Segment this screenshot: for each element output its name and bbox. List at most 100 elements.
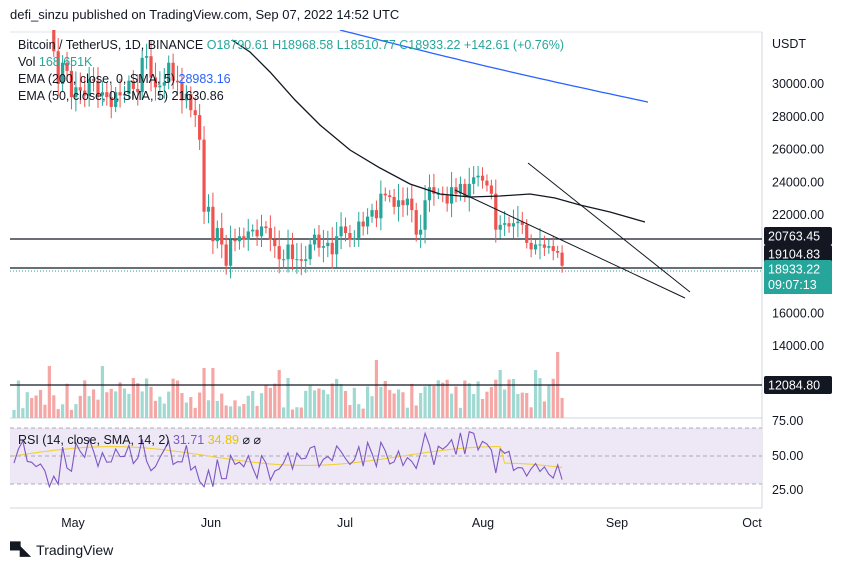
price-chart[interactable]: USDT 30000.00 28000.00 26000.00 24000.00 2200… — [0, 30, 860, 540]
volume-bar — [12, 410, 16, 418]
volume-bar — [295, 407, 299, 418]
candle-body — [445, 195, 449, 204]
candle-body — [379, 193, 383, 219]
candle-body — [503, 223, 507, 225]
candle-body — [136, 88, 140, 93]
tradingview-brand[interactable]: ▀◣ TradingView — [10, 541, 113, 559]
candle-body — [392, 196, 396, 207]
volume-bar — [299, 407, 303, 418]
candle-body — [105, 92, 109, 98]
candle-body — [520, 221, 524, 225]
volume-bar — [38, 389, 43, 418]
candle-body — [396, 200, 401, 207]
volume-bar — [366, 386, 370, 418]
volume-bar — [198, 392, 202, 418]
candle-body — [74, 87, 78, 98]
price-tick-label: 26000.00 — [772, 143, 824, 157]
volume-bar — [507, 379, 511, 418]
candle-body — [339, 226, 343, 237]
candle-body — [476, 175, 480, 178]
legend-ema50-label: EMA (50, close, 0, SMA, 5) — [18, 89, 169, 103]
legend-rsi-extra: ⌀ ⌀ — [242, 433, 261, 447]
volume-bar — [184, 402, 188, 418]
candle-body — [193, 110, 197, 116]
legend-volume: Vol 168.651K — [18, 55, 92, 69]
candle-body — [122, 93, 127, 96]
volume-bar — [100, 366, 104, 418]
volume-bar — [153, 400, 158, 418]
candle-body — [533, 244, 538, 250]
brand-text: TradingView — [36, 542, 114, 558]
legend-ema200-value: 28983.16 — [178, 72, 231, 86]
candle-body — [255, 229, 259, 237]
legend-ohlc-values: O18790.61 H18968.58 L18510.77 C18933.22 … — [206, 38, 564, 52]
candle-body — [96, 80, 100, 96]
candle-body — [206, 206, 211, 212]
volume-bar — [96, 399, 100, 418]
volume-bar — [211, 368, 215, 418]
volume-bar — [348, 405, 352, 418]
candle-body — [198, 115, 202, 140]
volume-bar — [268, 387, 272, 418]
candle-body — [158, 85, 162, 88]
volume-bar — [202, 368, 206, 418]
volume-bar — [525, 392, 529, 418]
candle-body — [83, 90, 87, 96]
volume-bar — [56, 409, 60, 418]
candle-body — [529, 242, 533, 250]
legend-ema50-value: 21630.86 — [171, 89, 224, 103]
legend-ohlc: Bitcoin / TetherUS, 1D, BINANCE O18790.6… — [18, 38, 564, 52]
rsi-tick-label: 50.00 — [772, 449, 803, 463]
legend-rsi: RSI (14, close, SMA, 14, 2) 31.71 34.89 … — [18, 432, 261, 447]
candle-body — [228, 239, 233, 266]
legend-ema200: EMA (200, close, 0, SMA, 5) 28983.16 — [18, 72, 231, 86]
volume-bar — [330, 383, 334, 418]
month-label: Jul — [337, 516, 353, 530]
candle-body — [405, 198, 409, 206]
legend-symbol: Bitcoin / TetherUS, 1D, BINANCE — [18, 38, 204, 52]
volume-bar — [136, 383, 140, 418]
candle-body — [423, 200, 427, 230]
volume-bar — [233, 400, 237, 418]
price-tag-current-bg — [764, 260, 832, 278]
volume-bar — [290, 409, 295, 418]
price-tag-19104: 19104.83 — [768, 248, 820, 262]
volume-bar — [321, 389, 325, 418]
candle-body — [114, 92, 118, 107]
volume-bar — [273, 383, 277, 418]
volume-bar — [454, 386, 458, 418]
candle-body — [330, 242, 334, 255]
volume-bar — [282, 407, 286, 418]
volume-bar — [25, 392, 29, 418]
publisher-line: defi_sinzu published on TradingView.com,… — [10, 7, 400, 22]
volume-bar — [114, 391, 118, 418]
volume-bar — [312, 390, 317, 418]
candle-body — [295, 259, 299, 261]
volume-bar — [449, 393, 454, 418]
candle-body — [61, 62, 65, 84]
candle-body — [65, 62, 69, 71]
volume-bar — [538, 378, 542, 418]
volume-bar — [494, 379, 498, 418]
volume-bar — [140, 391, 144, 418]
rsi-sma-line — [13, 446, 563, 468]
candle-body — [277, 246, 281, 260]
volume-bar — [220, 393, 224, 418]
volume-bar — [16, 380, 21, 418]
month-label: Sep — [606, 516, 628, 530]
candle-body — [242, 236, 246, 240]
candle-body — [547, 246, 551, 248]
volume-bar — [551, 378, 555, 418]
volume-bar — [127, 393, 131, 418]
volume-bar — [317, 388, 321, 418]
candle-body — [498, 224, 502, 230]
candle-body — [304, 259, 308, 261]
candle-body — [246, 231, 250, 240]
candle-body — [202, 139, 206, 212]
volume-bar — [118, 382, 122, 418]
volume-bar — [374, 360, 379, 418]
candle-body — [494, 193, 498, 230]
price-tag-current: 18933.22 — [768, 263, 820, 277]
candle-body — [259, 226, 264, 237]
volume-bar — [277, 370, 281, 418]
